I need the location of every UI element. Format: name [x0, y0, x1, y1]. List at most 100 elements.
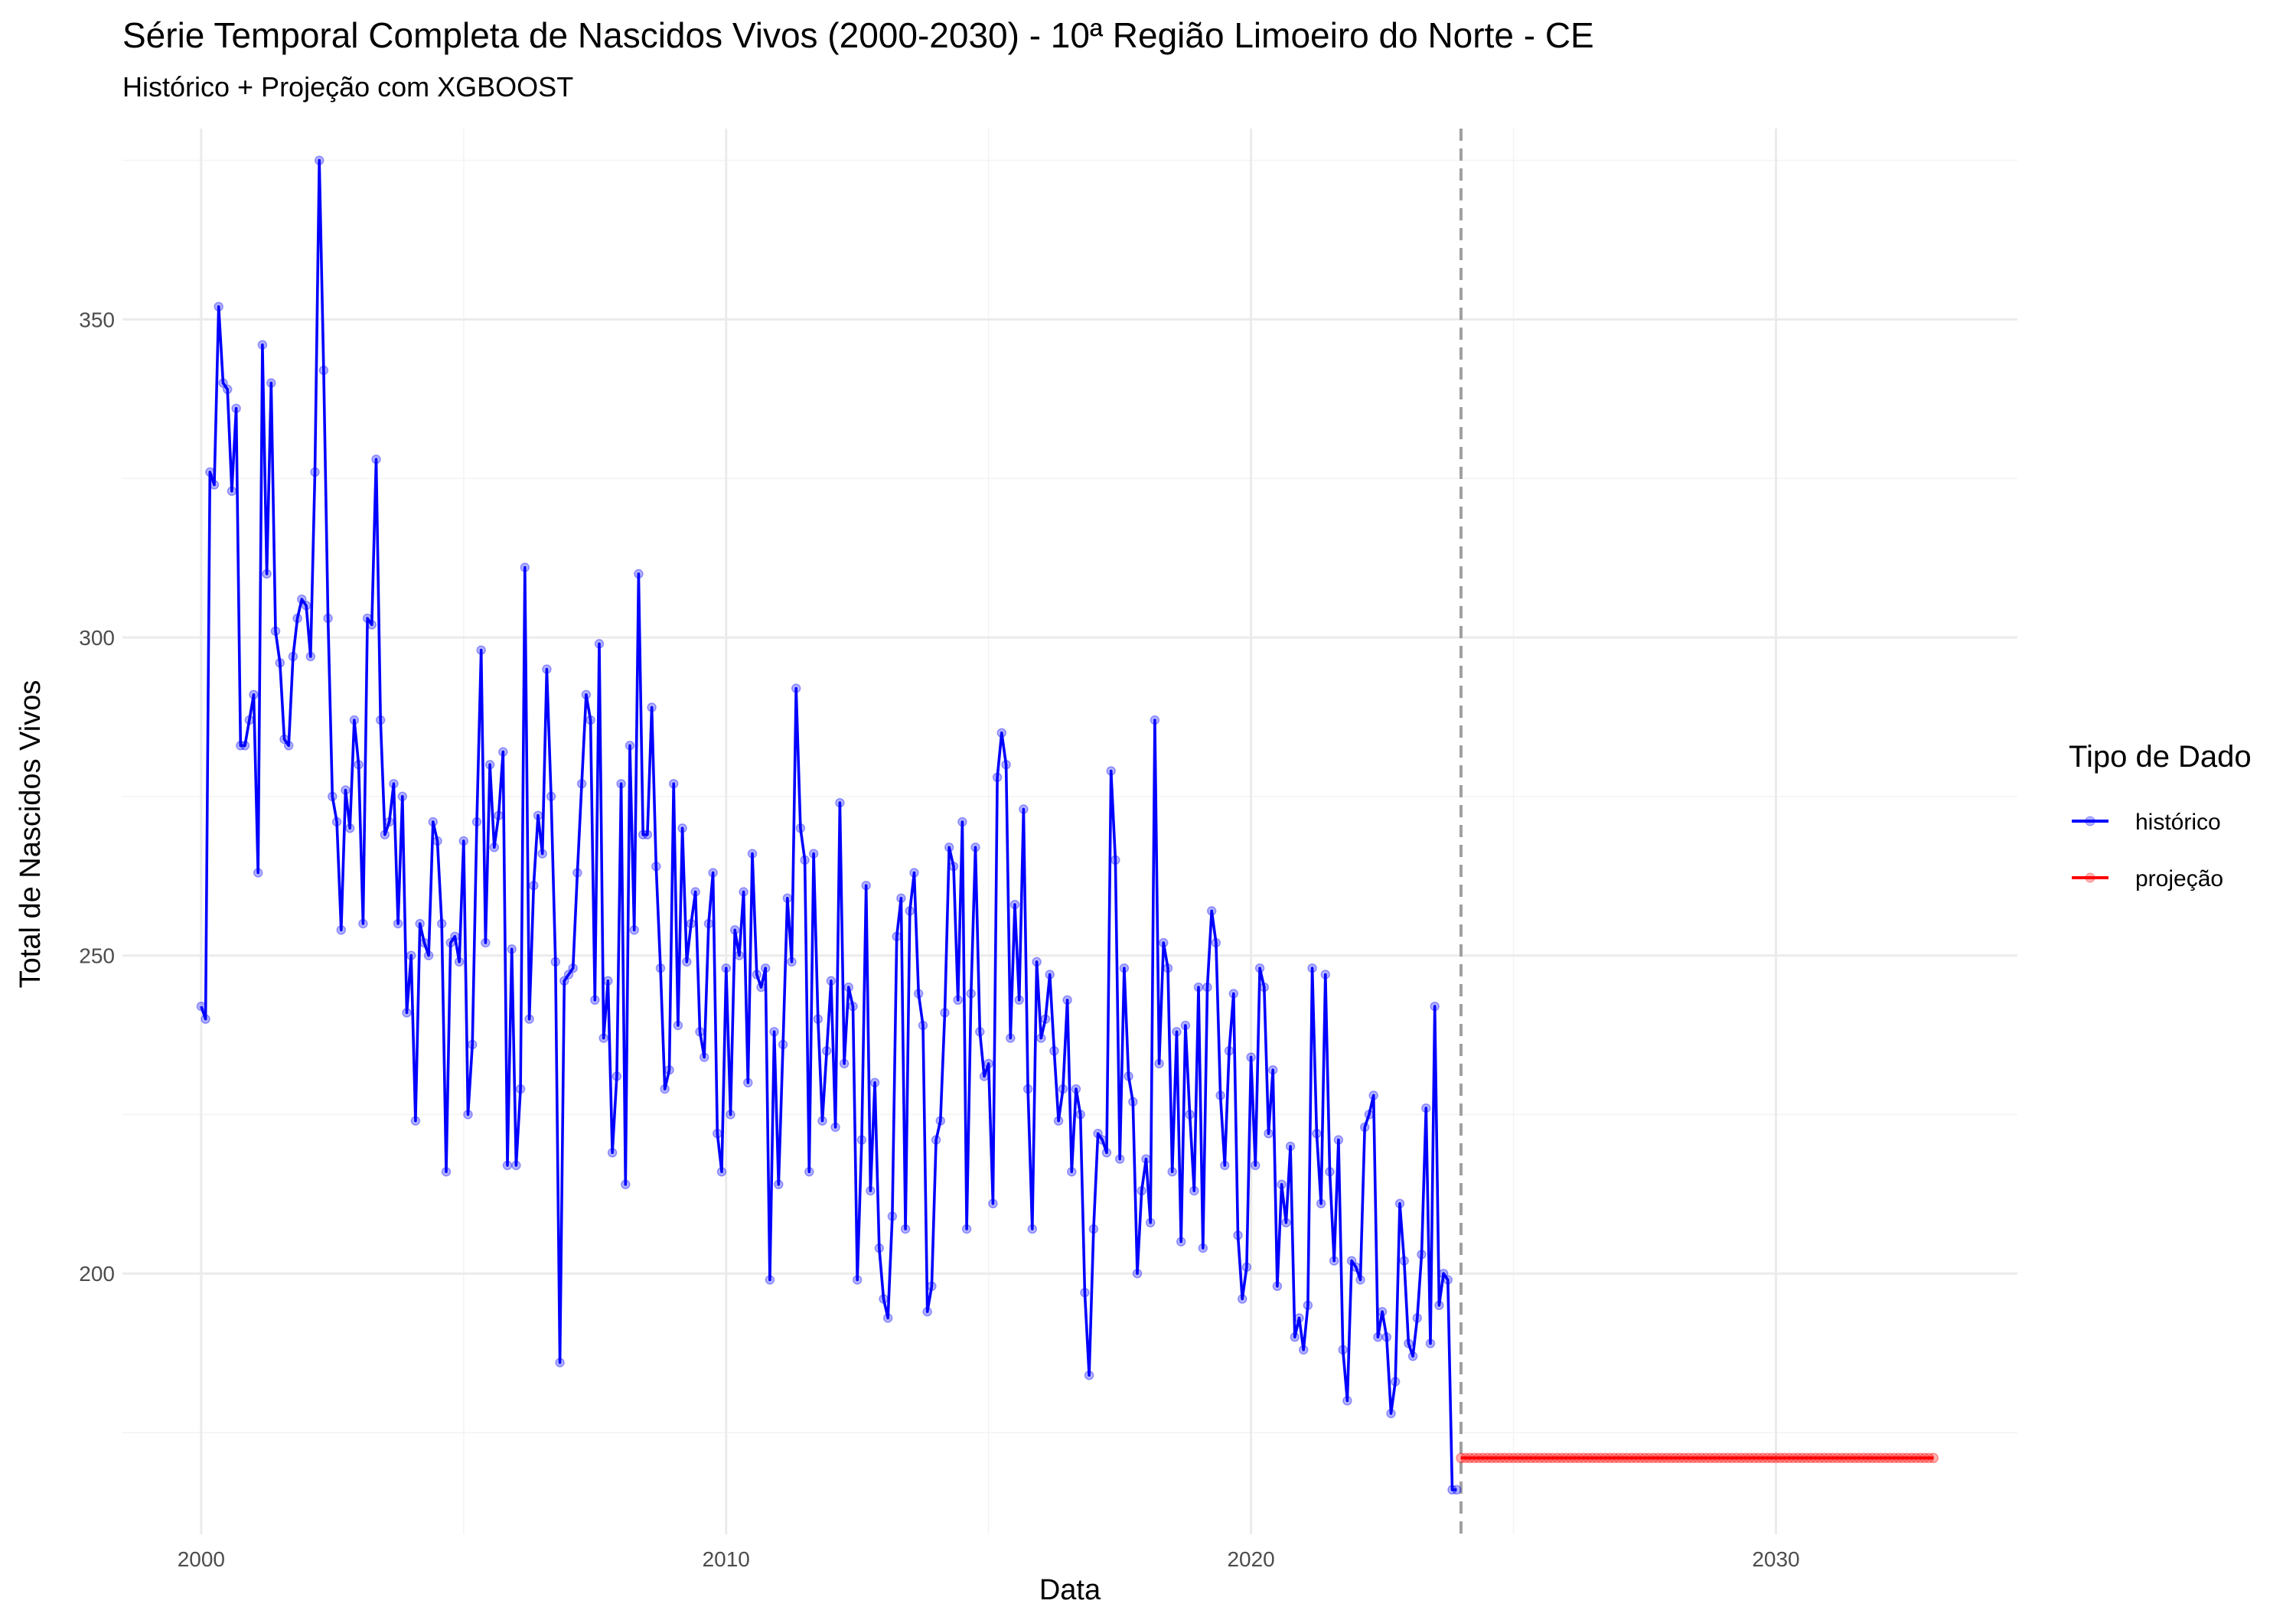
- data-point: [1648, 1452, 1659, 1464]
- data-point: [1464, 1452, 1476, 1464]
- data-point: [1490, 1452, 1502, 1464]
- legend-label: projeção: [2135, 866, 2223, 892]
- data-point: [1264, 1129, 1274, 1139]
- data-point: [1665, 1452, 1677, 1464]
- data-point: [205, 467, 215, 478]
- data-point: [1919, 1452, 1930, 1464]
- data-point: [909, 868, 919, 878]
- data-point: [1128, 1097, 1138, 1107]
- data-point: [660, 1084, 670, 1094]
- data-point: [1412, 1313, 1423, 1323]
- data-point: [774, 1179, 784, 1190]
- data-point: [533, 810, 543, 820]
- data-point: [1534, 1452, 1545, 1464]
- data-point: [1910, 1452, 1922, 1464]
- data-point: [1744, 1452, 1755, 1464]
- data-point: [314, 155, 325, 165]
- x-axis-title: Data: [1039, 1574, 1101, 1606]
- data-point: [1320, 970, 1331, 980]
- data-point: [848, 1001, 858, 1012]
- data-point: [1355, 1275, 1365, 1285]
- data-point: [1521, 1452, 1532, 1464]
- data-point: [563, 970, 574, 980]
- data-point: [1338, 1345, 1348, 1355]
- data-point: [607, 1148, 618, 1158]
- data-point: [1254, 963, 1265, 973]
- data-point: [821, 1046, 832, 1056]
- data-point: [979, 1071, 990, 1081]
- data-point: [1788, 1452, 1799, 1464]
- data-point: [550, 957, 561, 967]
- x-tick-label: 2010: [703, 1547, 750, 1571]
- data-point: [927, 1281, 937, 1292]
- data-point: [1333, 1135, 1344, 1145]
- data-point: [270, 626, 281, 636]
- data-point: [1425, 1338, 1436, 1348]
- data-point: [629, 925, 639, 935]
- data-point: [441, 1166, 452, 1177]
- data-point: [494, 810, 504, 820]
- data-point: [367, 620, 377, 630]
- data-point: [1459, 1452, 1471, 1464]
- data-point: [236, 741, 246, 751]
- data-point: [1652, 1452, 1663, 1464]
- data-point: [1377, 1306, 1388, 1317]
- data-point: [1801, 1452, 1812, 1464]
- data-point: [922, 1306, 932, 1317]
- data-point: [953, 995, 963, 1006]
- series-line: [200, 158, 1457, 1491]
- data-point: [1858, 1452, 1869, 1464]
- chart-subtitle: Histórico + Projeção com XGBOOST: [122, 71, 573, 103]
- data-point: [1630, 1452, 1642, 1464]
- data-point: [1101, 1148, 1112, 1158]
- data-point: [1456, 1452, 1466, 1464]
- data-point: [1889, 1452, 1900, 1464]
- data-point: [389, 778, 399, 789]
- data-point: [970, 843, 980, 852]
- data-point: [1351, 1262, 1362, 1273]
- data-point: [616, 778, 626, 789]
- data-point: [813, 1014, 823, 1024]
- data-point: [966, 989, 977, 999]
- legend-label: histórico: [2135, 810, 2221, 835]
- legend-items: histórico projeção: [2072, 810, 2223, 892]
- data-point: [686, 918, 696, 929]
- data-point: [1049, 1046, 1059, 1056]
- data-point: [1643, 1452, 1655, 1464]
- data-point: [520, 562, 530, 572]
- data-point: [336, 925, 347, 935]
- data-point: [826, 976, 837, 986]
- data-point: [1530, 1452, 1541, 1464]
- data-point: [808, 849, 819, 859]
- data-point: [1346, 1256, 1357, 1266]
- data-point: [393, 918, 403, 929]
- data-point: [1106, 766, 1116, 776]
- data-point: [726, 1110, 735, 1120]
- data-point: [703, 918, 714, 929]
- data-point: [1277, 1179, 1287, 1190]
- data-point: [983, 1058, 993, 1069]
- data-point: [760, 963, 771, 973]
- data-point: [1452, 1485, 1462, 1495]
- data-point: [1176, 1237, 1186, 1247]
- data-point: [634, 569, 644, 579]
- data-point: [992, 772, 1003, 783]
- y-axis-title: Total de Nascidos Vivos: [15, 680, 47, 989]
- data-point: [1762, 1452, 1773, 1464]
- data-point: [892, 931, 902, 941]
- data-point: [1150, 715, 1160, 725]
- data-point: [1622, 1452, 1632, 1464]
- data-point: [1740, 1452, 1751, 1464]
- data-point: [896, 893, 906, 904]
- data-point: [1193, 982, 1204, 993]
- data-point: [1486, 1452, 1497, 1464]
- chart-title: Série Temporal Completa de Nascidos Vivo…: [122, 15, 1594, 55]
- data-point: [218, 378, 228, 388]
- series-layer: [196, 155, 1939, 1495]
- data-point: [778, 1039, 788, 1050]
- data-point: [1438, 1268, 1449, 1279]
- data-point: [1736, 1452, 1746, 1464]
- data-point: [1670, 1452, 1681, 1464]
- data-point: [244, 715, 255, 725]
